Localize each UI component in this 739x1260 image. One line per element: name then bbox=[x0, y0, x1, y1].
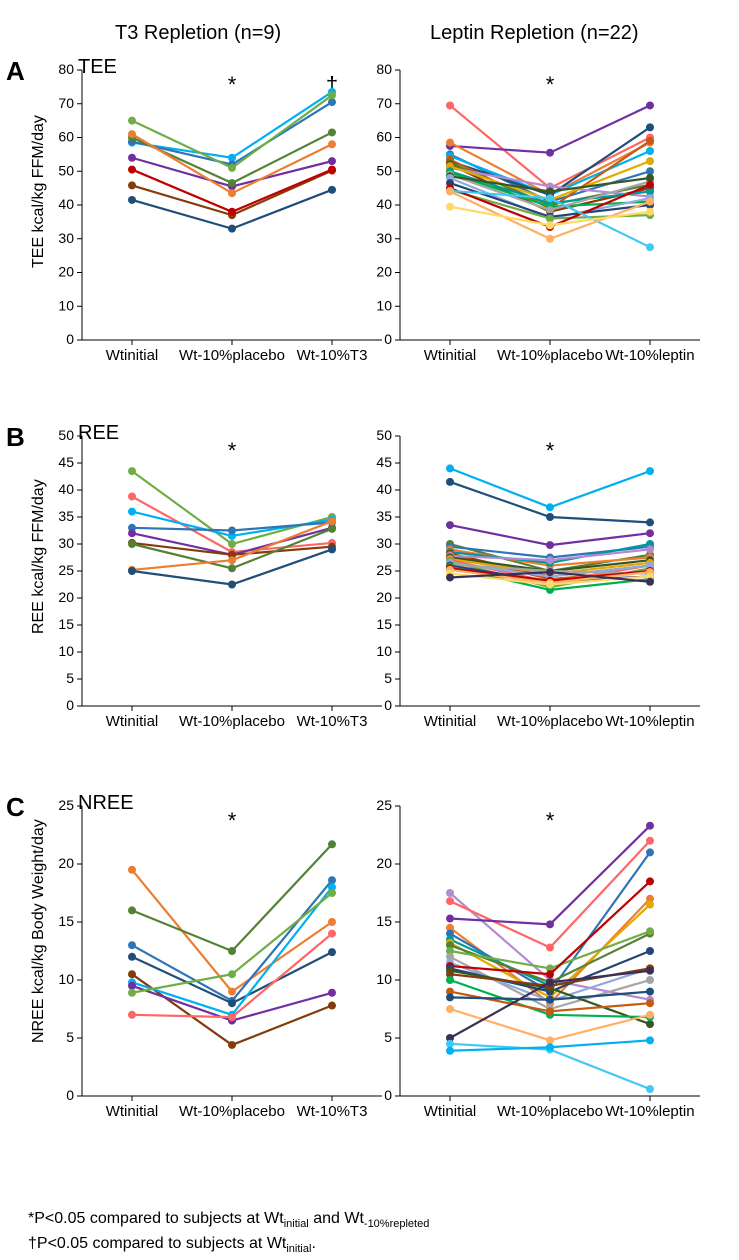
svg-text:Wt-10%placebo: Wt-10%placebo bbox=[179, 1103, 285, 1120]
svg-text:0: 0 bbox=[384, 1087, 392, 1103]
svg-text:*: * bbox=[546, 808, 555, 833]
footnote-1-sub2: -10%repleted bbox=[364, 1218, 429, 1230]
svg-text:0: 0 bbox=[384, 697, 392, 713]
ylabel-C: NREE kcal/kg Body Weight/day bbox=[30, 820, 48, 1044]
svg-text:Wtinitial: Wtinitial bbox=[424, 713, 477, 730]
svg-text:10: 10 bbox=[376, 971, 392, 987]
svg-text:45: 45 bbox=[376, 454, 392, 470]
svg-text:Wt-10%T3: Wt-10%T3 bbox=[297, 1103, 368, 1120]
svg-text:*: * bbox=[228, 438, 237, 463]
svg-text:20: 20 bbox=[376, 589, 392, 605]
svg-text:40: 40 bbox=[376, 481, 392, 497]
svg-text:30: 30 bbox=[376, 230, 392, 246]
svg-text:Wt-10%leptin: Wt-10%leptin bbox=[605, 347, 694, 364]
svg-text:50: 50 bbox=[376, 162, 392, 178]
svg-text:*: * bbox=[546, 438, 555, 463]
svg-text:*: * bbox=[228, 808, 237, 833]
chart-B-right: 0 5 10 15 20 25 30 35 40 45 50 Wtinitial Wt-10%place… bbox=[370, 422, 700, 752]
svg-text:15: 15 bbox=[376, 913, 392, 929]
svg-text:Wt-10%placebo: Wt-10%placebo bbox=[497, 713, 603, 730]
svg-text:60: 60 bbox=[58, 129, 74, 145]
svg-text:Wt-10%leptin: Wt-10%leptin bbox=[605, 1103, 694, 1120]
svg-text:70: 70 bbox=[376, 95, 392, 111]
chart-A-left: 0 10 20 30 40 50 60 70 80 Wtinitial Wt-10%placebo W… bbox=[52, 56, 382, 386]
panel-letter-C: C bbox=[6, 792, 25, 823]
svg-text:5: 5 bbox=[66, 670, 74, 686]
svg-text:20: 20 bbox=[58, 264, 74, 280]
svg-text:10: 10 bbox=[376, 297, 392, 313]
svg-text:0: 0 bbox=[66, 1087, 74, 1103]
svg-text:*: * bbox=[228, 72, 237, 97]
chart-C-left: 0 5 10 15 20 25 Wtinitial Wt-10%placebo Wt-10%T3… bbox=[52, 792, 382, 1142]
svg-text:Wt-10%placebo: Wt-10%placebo bbox=[497, 1103, 603, 1120]
svg-text:50: 50 bbox=[376, 427, 392, 443]
svg-text:15: 15 bbox=[58, 913, 74, 929]
svg-text:5: 5 bbox=[66, 1029, 74, 1045]
svg-text:35: 35 bbox=[58, 508, 74, 524]
svg-text:20: 20 bbox=[376, 264, 392, 280]
chart-A-right: 0 10 20 30 40 50 60 70 80 Wtinitial Wt-10%placeboW… bbox=[370, 56, 700, 386]
svg-text:Wt-10%placebo: Wt-10%placebo bbox=[497, 347, 603, 364]
svg-text:70: 70 bbox=[58, 95, 74, 111]
svg-text:35: 35 bbox=[376, 508, 392, 524]
panel-letter-B: B bbox=[6, 422, 25, 453]
svg-text:5: 5 bbox=[384, 670, 392, 686]
svg-text:Wtinitial: Wtinitial bbox=[424, 347, 477, 364]
footnote-1-sub1: initial bbox=[284, 1218, 309, 1230]
svg-text:80: 80 bbox=[58, 61, 74, 77]
svg-text:30: 30 bbox=[58, 230, 74, 246]
svg-text:40: 40 bbox=[376, 196, 392, 212]
svg-text:0: 0 bbox=[66, 697, 74, 713]
footnote-2: †P<0.05 compared to subjects at Wtinitia… bbox=[28, 1235, 316, 1255]
svg-text:80: 80 bbox=[376, 61, 392, 77]
svg-text:30: 30 bbox=[58, 535, 74, 551]
svg-text:40: 40 bbox=[58, 196, 74, 212]
svg-text:0: 0 bbox=[66, 331, 74, 347]
panel-letter-A: A bbox=[6, 56, 25, 87]
svg-text:40: 40 bbox=[58, 481, 74, 497]
footnote-1-a: *P<0.05 compared to subjects at Wt bbox=[28, 1210, 284, 1227]
svg-text:Wt-10%T3: Wt-10%T3 bbox=[297, 713, 368, 730]
footnote-1: *P<0.05 compared to subjects at Wtinitia… bbox=[28, 1210, 429, 1230]
svg-text:Wt-10%T3: Wt-10%T3 bbox=[297, 347, 368, 364]
ylabel-A: TEE kcal/kg FFM/day bbox=[30, 115, 48, 268]
svg-text:25: 25 bbox=[58, 797, 74, 813]
footnote-2-b: . bbox=[311, 1235, 315, 1252]
svg-text:20: 20 bbox=[58, 855, 74, 871]
svg-text:15: 15 bbox=[376, 616, 392, 632]
svg-text:0: 0 bbox=[384, 331, 392, 347]
svg-text:10: 10 bbox=[376, 643, 392, 659]
footnote-2-a: †P<0.05 compared to subjects at Wt bbox=[28, 1235, 286, 1252]
svg-text:25: 25 bbox=[376, 562, 392, 578]
svg-text:50: 50 bbox=[58, 427, 74, 443]
svg-text:10: 10 bbox=[58, 971, 74, 987]
ylabel-B: REE kcal/kg FFM/day bbox=[30, 479, 48, 634]
svg-text:Wtinitial: Wtinitial bbox=[424, 1103, 477, 1120]
svg-text:10: 10 bbox=[58, 297, 74, 313]
svg-text:25: 25 bbox=[376, 797, 392, 813]
svg-text:Wtinitial: Wtinitial bbox=[106, 1103, 159, 1120]
chart-B-left: 0 5 10 15 20 25 30 35 40 45 50 Wtinitial Wt-10%place… bbox=[52, 422, 382, 752]
svg-text:25: 25 bbox=[58, 562, 74, 578]
column-title-left: T3 Repletion (n=9) bbox=[115, 22, 281, 45]
svg-text:60: 60 bbox=[376, 129, 392, 145]
chart-C-right: 0 5 10 15 20 25 Wtinitial Wt-10%placeboWt-10%le… bbox=[370, 792, 700, 1142]
svg-text:Wtinitial: Wtinitial bbox=[106, 347, 159, 364]
svg-text:50: 50 bbox=[58, 162, 74, 178]
svg-text:20: 20 bbox=[58, 589, 74, 605]
svg-text:20: 20 bbox=[376, 855, 392, 871]
svg-text:Wt-10%leptin: Wt-10%leptin bbox=[605, 713, 694, 730]
svg-text:Wt-10%placebo: Wt-10%placebo bbox=[179, 713, 285, 730]
svg-text:30: 30 bbox=[376, 535, 392, 551]
svg-text:Wt-10%placebo: Wt-10%placebo bbox=[179, 347, 285, 364]
svg-text:*: * bbox=[546, 72, 555, 97]
svg-text:45: 45 bbox=[58, 454, 74, 470]
footnote-2-sub: initial bbox=[286, 1243, 311, 1255]
column-title-right: Leptin Repletion (n=22) bbox=[430, 22, 638, 45]
svg-text:Wtinitial: Wtinitial bbox=[106, 713, 159, 730]
svg-text:15: 15 bbox=[58, 616, 74, 632]
footnote-1-b: and Wt bbox=[313, 1210, 364, 1227]
svg-text:10: 10 bbox=[58, 643, 74, 659]
svg-text:5: 5 bbox=[384, 1029, 392, 1045]
